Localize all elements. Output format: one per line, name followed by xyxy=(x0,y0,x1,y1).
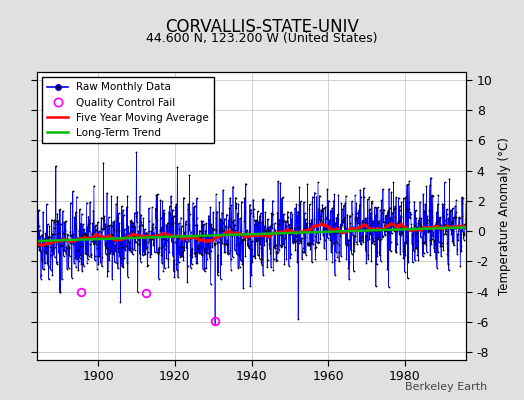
Text: Berkeley Earth: Berkeley Earth xyxy=(405,382,487,392)
Text: 44.600 N, 123.200 W (United States): 44.600 N, 123.200 W (United States) xyxy=(146,32,378,45)
Text: CORVALLIS-STATE-UNIV: CORVALLIS-STATE-UNIV xyxy=(165,18,359,36)
Y-axis label: Temperature Anomaly (°C): Temperature Anomaly (°C) xyxy=(498,137,511,295)
Legend: Raw Monthly Data, Quality Control Fail, Five Year Moving Average, Long-Term Tren: Raw Monthly Data, Quality Control Fail, … xyxy=(42,77,214,143)
